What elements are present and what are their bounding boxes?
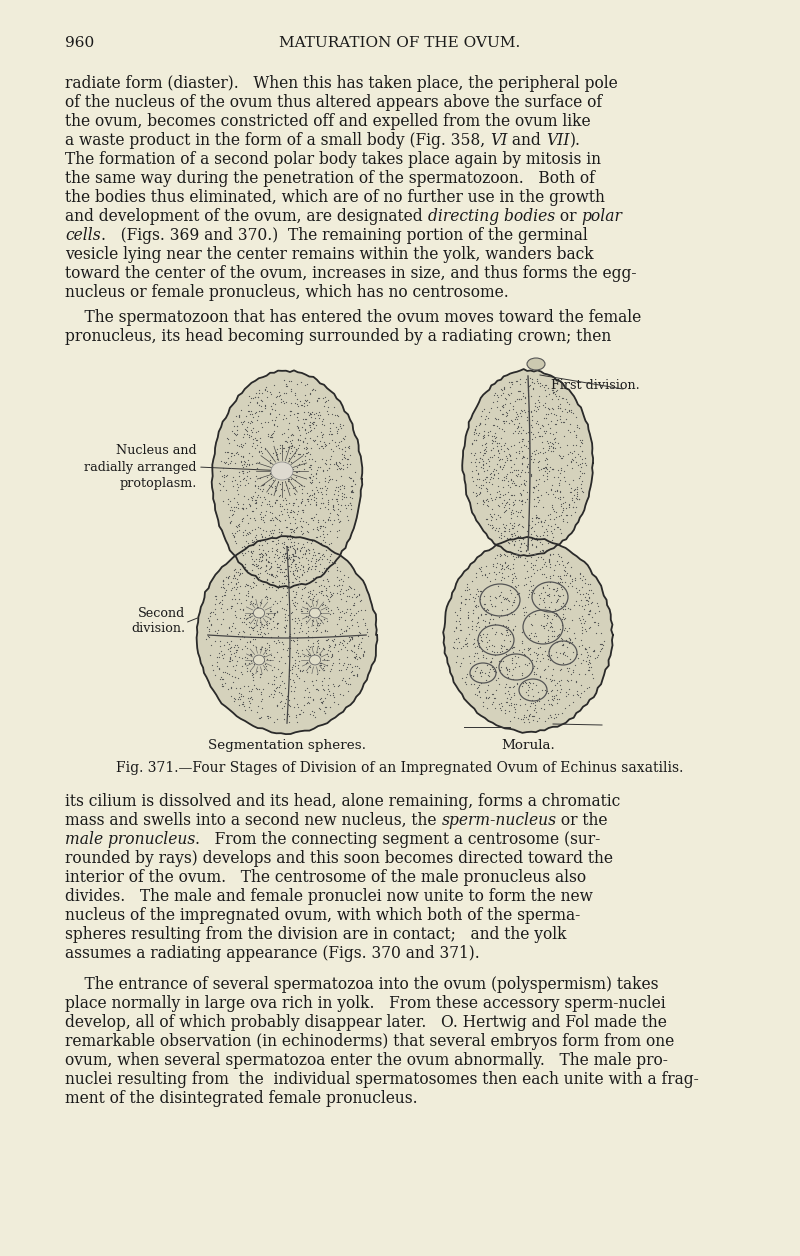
- Text: nucleus or female pronucleus, which has no centrosome.: nucleus or female pronucleus, which has …: [65, 284, 509, 301]
- Text: toward the center of the ovum, increases in size, and thus forms the egg-: toward the center of the ovum, increases…: [65, 265, 637, 283]
- Text: develop, all of which probably disappear later.   O. Hertwig and Fol made the: develop, all of which probably disappear…: [65, 1014, 667, 1031]
- Text: Fig. 371.—Four Stages of Division of an Impregnated Ovum of Echinus saxatilis.: Fig. 371.—Four Stages of Division of an …: [116, 761, 684, 775]
- Text: vesicle lying near the center remains within the yolk, wanders back: vesicle lying near the center remains wi…: [65, 246, 594, 263]
- Text: assumes a radiating appearance (Figs. 370 and 371).: assumes a radiating appearance (Figs. 37…: [65, 945, 480, 962]
- Text: cells: cells: [65, 227, 101, 244]
- Text: sperm-nucleus: sperm-nucleus: [442, 811, 557, 829]
- Text: pronucleus, its head becoming surrounded by a radiating crown; then: pronucleus, its head becoming surrounded…: [65, 328, 611, 345]
- Text: male pronucleus: male pronucleus: [65, 831, 195, 848]
- Text: mass and swells into a second new nucleus, the: mass and swells into a second new nucleu…: [65, 811, 442, 829]
- Text: spheres resulting from the division are in contact;   and the yolk: spheres resulting from the division are …: [65, 926, 566, 943]
- Text: Nucleus and
radially arranged
protoplasm.: Nucleus and radially arranged protoplasm…: [85, 445, 197, 490]
- Text: and: and: [507, 132, 546, 149]
- Text: MATURATION OF THE OVUM.: MATURATION OF THE OVUM.: [279, 36, 521, 50]
- Text: or: or: [554, 208, 581, 225]
- Ellipse shape: [310, 608, 321, 618]
- Polygon shape: [462, 369, 593, 556]
- Text: The spermatozoon that has entered the ovum moves toward the female: The spermatozoon that has entered the ov…: [65, 309, 642, 327]
- Ellipse shape: [310, 656, 321, 664]
- Text: interior of the ovum.   The centrosome of the male pronucleus also: interior of the ovum. The centrosome of …: [65, 869, 586, 885]
- Text: .   From the connecting segment a centrosome (sur-: . From the connecting segment a centroso…: [195, 831, 601, 848]
- Text: its cilium is dissolved and its head, alone remaining, forms a chromatic: its cilium is dissolved and its head, al…: [65, 793, 620, 810]
- Text: remarkable observation (in echinoderms) that several embryos form from one: remarkable observation (in echinoderms) …: [65, 1032, 674, 1050]
- Text: polar: polar: [581, 208, 622, 225]
- Text: Second
division.: Second division.: [131, 607, 185, 636]
- Ellipse shape: [527, 358, 545, 371]
- Text: a waste product in the form of a small body (Fig. 358,: a waste product in the form of a small b…: [65, 132, 490, 149]
- Text: nucleus of the impregnated ovum, with which both of the sperma-: nucleus of the impregnated ovum, with wh…: [65, 907, 580, 924]
- Ellipse shape: [254, 608, 265, 618]
- Polygon shape: [443, 538, 613, 732]
- Text: the ovum, becomes constricted off and expelled from the ovum like: the ovum, becomes constricted off and ex…: [65, 113, 590, 131]
- Text: divides.   The male and female pronuclei now unite to form the new: divides. The male and female pronuclei n…: [65, 888, 593, 906]
- Text: the same way during the penetration of the spermatozoon.   Both of: the same way during the penetration of t…: [65, 170, 595, 187]
- Polygon shape: [212, 371, 362, 588]
- Text: VI: VI: [490, 132, 507, 149]
- Ellipse shape: [273, 463, 291, 479]
- Text: ovum, when several spermatozoa enter the ovum abnormally.   The male pro-: ovum, when several spermatozoa enter the…: [65, 1053, 668, 1069]
- Text: nuclei resulting from  the  individual spermatosomes then each unite with a frag: nuclei resulting from the individual spe…: [65, 1071, 698, 1088]
- Text: ).: ).: [570, 132, 581, 149]
- Text: or the: or the: [557, 811, 608, 829]
- Text: the bodies thus eliminated, which are of no further use in the growth: the bodies thus eliminated, which are of…: [65, 188, 605, 206]
- Text: First division.: First division.: [551, 379, 640, 392]
- Text: place normally in large ova rich in yolk.   From these accessory sperm-nuclei: place normally in large ova rich in yolk…: [65, 995, 666, 1012]
- Text: .   (Figs. 369 and 370.)  The remaining portion of the germinal: . (Figs. 369 and 370.) The remaining por…: [101, 227, 587, 244]
- Text: The formation of a second polar body takes place again by mitosis in: The formation of a second polar body tak…: [65, 151, 601, 168]
- Ellipse shape: [271, 462, 293, 480]
- Text: Morula.: Morula.: [501, 739, 555, 752]
- Polygon shape: [197, 536, 378, 735]
- Text: radiate form (diaster).   When this has taken place, the peripheral pole: radiate form (diaster). When this has ta…: [65, 75, 618, 92]
- Text: rounded by rays) develops and this soon becomes directed toward the: rounded by rays) develops and this soon …: [65, 850, 613, 867]
- Ellipse shape: [254, 656, 265, 664]
- Text: ment of the disintegrated female pronucleus.: ment of the disintegrated female pronucl…: [65, 1090, 418, 1107]
- Text: 960: 960: [65, 36, 94, 50]
- Text: VII: VII: [546, 132, 570, 149]
- Text: and development of the ovum, are designated: and development of the ovum, are designa…: [65, 208, 427, 225]
- Text: of the nucleus of the ovum thus altered appears above the surface of: of the nucleus of the ovum thus altered …: [65, 94, 602, 111]
- Text: Segmentation spheres.: Segmentation spheres.: [208, 739, 366, 752]
- Text: The entrance of several spermatozoa into the ovum (polyspermism) takes: The entrance of several spermatozoa into…: [65, 976, 658, 993]
- Text: directing bodies: directing bodies: [427, 208, 554, 225]
